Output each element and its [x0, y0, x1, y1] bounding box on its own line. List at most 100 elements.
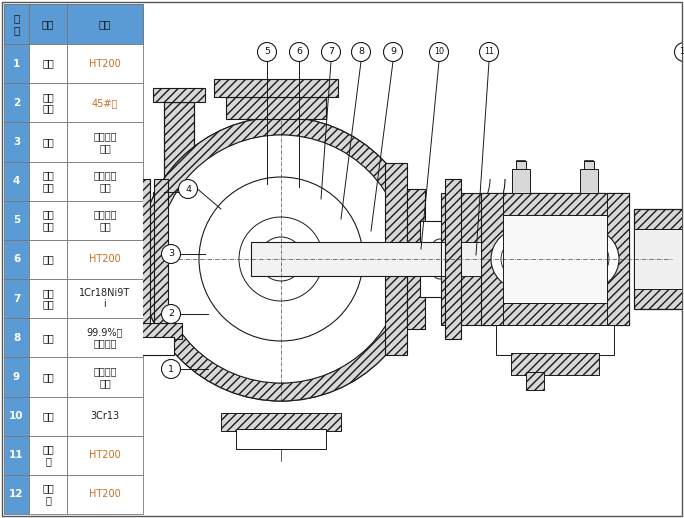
Bar — [164, 102, 194, 192]
Text: 叶轮: 叶轮 — [42, 137, 54, 147]
Bar — [420, 221, 460, 297]
Circle shape — [179, 180, 198, 198]
Text: 静环: 静环 — [42, 333, 54, 343]
Text: 10: 10 — [10, 411, 24, 421]
Bar — [385, 163, 407, 355]
Text: HT200: HT200 — [89, 254, 121, 264]
Bar — [67, 83, 143, 122]
Text: 聚全氟乙
丙烯: 聚全氟乙 丙烯 — [93, 209, 117, 231]
Bar — [67, 279, 143, 318]
Text: 12: 12 — [10, 490, 24, 499]
Bar — [67, 162, 143, 200]
Bar — [407, 189, 425, 329]
Bar — [29, 4, 67, 44]
Text: 11: 11 — [484, 48, 494, 56]
Text: 11: 11 — [10, 450, 24, 461]
Bar — [511, 353, 599, 375]
Text: 45#钢: 45#钢 — [92, 98, 118, 108]
Bar — [445, 179, 461, 339]
Text: 泵体: 泵体 — [42, 59, 54, 68]
Circle shape — [161, 244, 181, 264]
Bar — [481, 193, 629, 215]
Bar — [251, 242, 622, 276]
Text: 聚全氟乙
丙烯: 聚全氟乙 丙烯 — [93, 170, 117, 192]
Circle shape — [430, 42, 449, 62]
Bar — [580, 169, 598, 193]
Bar — [441, 193, 481, 325]
Circle shape — [289, 42, 308, 62]
Text: 7: 7 — [328, 48, 334, 56]
Circle shape — [321, 42, 341, 62]
Text: 材质: 材质 — [98, 19, 111, 29]
Text: 机封
压盖: 机封 压盖 — [42, 288, 54, 309]
Text: 9: 9 — [13, 372, 20, 382]
Bar — [481, 193, 503, 325]
Circle shape — [157, 135, 405, 383]
Text: 8: 8 — [358, 48, 364, 56]
Bar — [124, 323, 182, 339]
Text: 动环: 动环 — [42, 372, 54, 382]
Text: 12: 12 — [679, 48, 684, 56]
Bar — [4, 4, 29, 44]
Bar — [503, 215, 607, 303]
Text: HT200: HT200 — [89, 490, 121, 499]
Bar — [4, 83, 29, 122]
Text: 9: 9 — [390, 48, 396, 56]
Circle shape — [479, 42, 499, 62]
Bar — [214, 79, 338, 97]
Circle shape — [491, 229, 551, 289]
Text: 泵盖: 泵盖 — [42, 254, 54, 264]
Text: 泵轴: 泵轴 — [42, 411, 54, 421]
Bar — [496, 325, 614, 355]
Text: 名称: 名称 — [42, 19, 54, 29]
Text: 8: 8 — [13, 333, 20, 343]
Bar — [29, 357, 67, 396]
Bar — [441, 242, 481, 276]
Bar — [29, 318, 67, 357]
Text: HT200: HT200 — [89, 450, 121, 461]
Bar — [455, 223, 473, 295]
Bar — [153, 192, 205, 206]
Text: 1: 1 — [168, 365, 174, 373]
Bar — [67, 475, 143, 514]
Bar — [29, 83, 67, 122]
Bar — [516, 161, 526, 169]
Bar — [67, 396, 143, 436]
Text: 6: 6 — [296, 48, 302, 56]
Bar — [67, 318, 143, 357]
Circle shape — [569, 239, 609, 279]
Circle shape — [501, 239, 541, 279]
Bar — [526, 372, 544, 390]
Bar — [226, 97, 326, 119]
Bar — [584, 161, 594, 169]
Bar — [4, 475, 29, 514]
Bar — [29, 122, 67, 162]
Circle shape — [239, 217, 323, 301]
Circle shape — [674, 42, 684, 62]
Circle shape — [384, 42, 402, 62]
Text: 6: 6 — [13, 254, 20, 264]
Circle shape — [559, 229, 619, 289]
Bar — [481, 193, 629, 325]
Text: HT200: HT200 — [89, 59, 121, 68]
Bar — [4, 279, 29, 318]
Text: 99.9%氧
化铝陶瓷: 99.9%氧 化铝陶瓷 — [87, 327, 123, 349]
Bar — [236, 429, 326, 449]
Bar — [634, 229, 684, 289]
Circle shape — [352, 42, 371, 62]
Text: 2: 2 — [13, 98, 20, 108]
Text: 5: 5 — [264, 48, 270, 56]
Bar — [425, 263, 455, 283]
Bar — [4, 436, 29, 475]
Bar — [136, 179, 150, 339]
Bar — [29, 396, 67, 436]
Bar — [4, 200, 29, 240]
Text: 叶轮
骨架: 叶轮 骨架 — [42, 92, 54, 113]
Circle shape — [432, 239, 448, 255]
Bar — [4, 357, 29, 396]
Text: 泵体
衬里: 泵体 衬里 — [42, 170, 54, 192]
Text: 7: 7 — [13, 294, 21, 304]
Bar — [29, 200, 67, 240]
Circle shape — [257, 42, 276, 62]
Bar — [132, 337, 174, 355]
